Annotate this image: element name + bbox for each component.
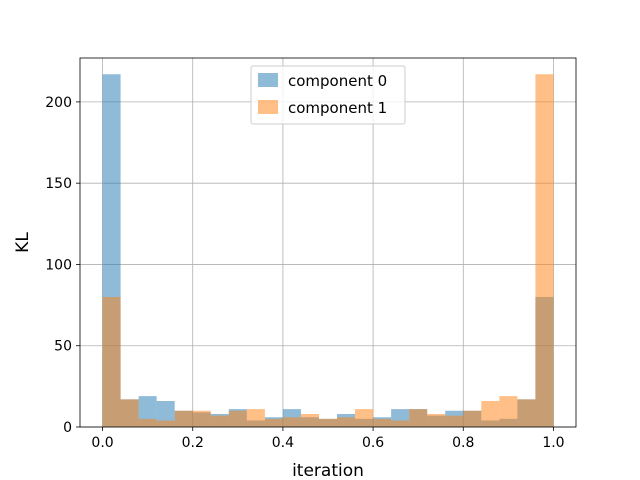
- plot-area-frame: [79, 57, 577, 428]
- x-tick-label: 0.4: [272, 435, 294, 451]
- histogram-bar: [391, 420, 410, 427]
- y-tick-label: 150: [45, 176, 72, 192]
- y-tick-label: 100: [45, 257, 72, 273]
- histogram-bar: [264, 418, 283, 427]
- histogram-bar: [499, 396, 518, 427]
- y-tick-label: 0: [63, 420, 72, 436]
- histogram-bar: [409, 409, 428, 427]
- legend-swatch-component-1: [258, 100, 278, 114]
- y-tick-label: 50: [54, 339, 72, 355]
- legend-swatch-component-0: [258, 73, 278, 87]
- x-tick-label: 0.0: [91, 435, 113, 451]
- histogram-bar: [337, 417, 356, 427]
- x-axis: 0.0 0.2 0.4 0.6 0.8 1.0: [91, 427, 565, 451]
- histogram-bar: [535, 74, 554, 428]
- legend-label-component-1: component 1: [288, 99, 387, 117]
- series-1-bars: [102, 74, 554, 428]
- y-axis-label: KL: [13, 232, 33, 253]
- legend-box: [250, 65, 406, 125]
- x-tick-label: 0.8: [452, 435, 474, 451]
- x-tick-label: 0.2: [182, 435, 204, 451]
- histogram-bar: [138, 418, 157, 427]
- histogram-bar: [481, 400, 500, 427]
- legend-label-component-0: component 0: [288, 72, 387, 90]
- histogram-bar: [192, 410, 211, 427]
- histogram-bar: [282, 417, 301, 427]
- x-tick-label: 0.6: [362, 435, 384, 451]
- histogram-bar: [174, 410, 193, 427]
- legend: component 0 component 1: [250, 65, 406, 125]
- histogram-bar: [210, 415, 229, 427]
- histogram-bars: [102, 74, 554, 428]
- histogram-bar: [300, 413, 319, 427]
- histogram-bar: [318, 418, 338, 427]
- histogram-bar: [102, 296, 121, 427]
- histogram-bar: [156, 420, 175, 427]
- x-tick-label: 1.0: [542, 435, 564, 451]
- histogram-bar: [355, 409, 374, 427]
- histogram-bar: [373, 418, 392, 427]
- y-axis: 0 50 100 150 200: [45, 95, 80, 436]
- histogram-bar: [246, 409, 265, 427]
- histogram-bar: [120, 399, 139, 427]
- histogram-bar: [228, 410, 247, 427]
- histogram-bar: [445, 415, 464, 427]
- histogram-bar: [463, 410, 482, 427]
- series-0-bars: [102, 74, 554, 428]
- histogram-bar: [427, 413, 446, 427]
- histogram-bar: [517, 399, 536, 427]
- y-tick-label: 200: [45, 95, 72, 111]
- x-axis-label: iteration: [292, 461, 364, 480]
